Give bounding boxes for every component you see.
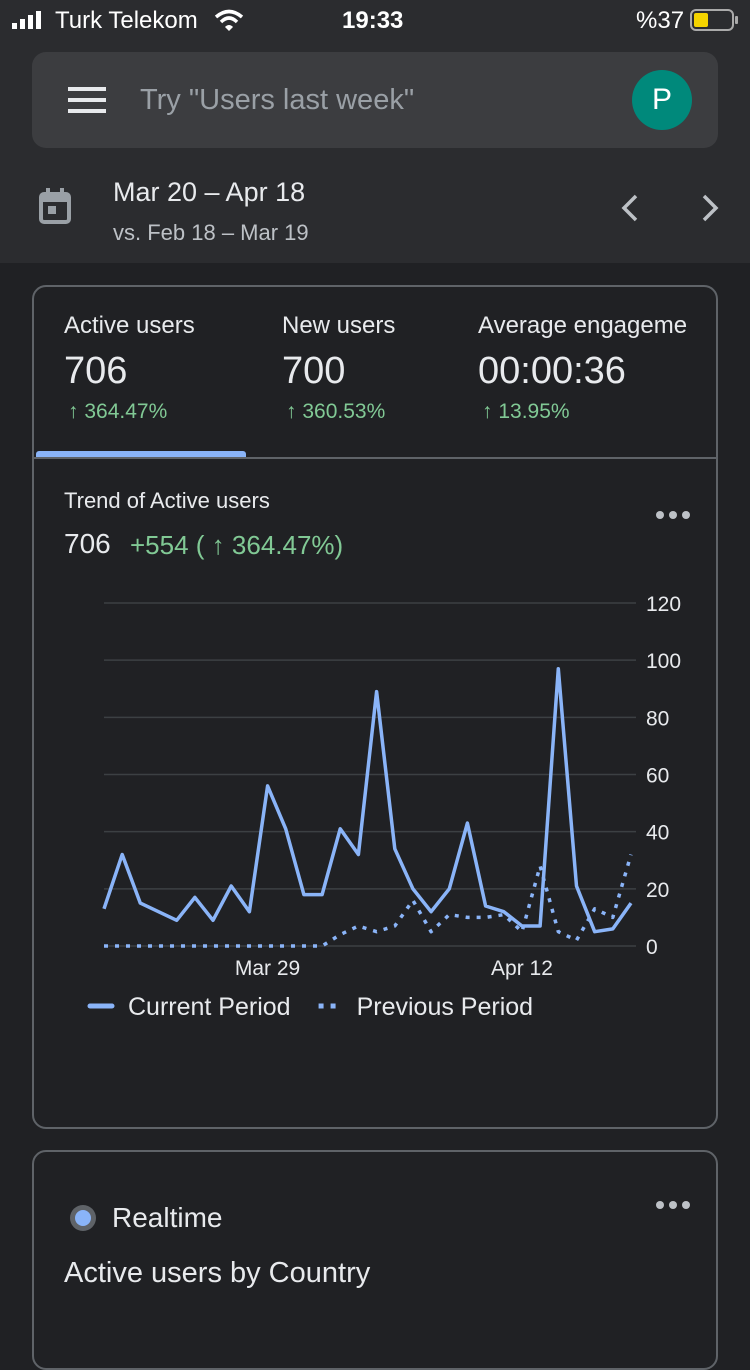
metric-label: New users xyxy=(282,312,396,339)
search-placeholder[interactable]: Try "Users last week" xyxy=(140,84,415,116)
wifi-icon xyxy=(214,9,244,31)
date-range[interactable]: Mar 20 – Apr 18 xyxy=(113,177,306,207)
metrics-card xyxy=(32,285,718,1129)
metric-change: ↑ 360.53% xyxy=(286,400,386,423)
avatar[interactable]: P xyxy=(632,70,692,130)
metric-label: Average engageme xyxy=(478,312,688,339)
x-tick-label: Apr 12 xyxy=(491,957,553,980)
realtime-label: Realtime xyxy=(112,1202,223,1233)
y-tick-label: 0 xyxy=(646,936,658,959)
menu-icon[interactable] xyxy=(68,87,108,115)
y-tick-label: 100 xyxy=(646,650,681,673)
trend-chart: 0 20 40 60 80 100 120 Mar 29 Apr 12 Current Perio… xyxy=(87,593,681,1021)
more-menu[interactable] xyxy=(654,1198,694,1212)
trend-title: Trend of Active users xyxy=(64,488,270,513)
tab-divider xyxy=(34,457,716,459)
realtime-title: Active users by Country xyxy=(64,1257,371,1289)
more-menu[interactable] xyxy=(654,508,694,522)
search-bar[interactable] xyxy=(32,52,718,148)
calendar-icon[interactable] xyxy=(38,188,74,226)
date-compare: vs. Feb 18 – Mar 19 xyxy=(113,220,309,245)
battery-icon xyxy=(690,9,738,31)
y-tick-label: 120 xyxy=(646,593,681,616)
metric-value: 00:00:36 xyxy=(478,350,626,392)
trend-delta: +554 ( ↑ 364.47%) xyxy=(130,530,344,560)
realtime-dot xyxy=(70,1205,96,1231)
legend-label: Previous Period xyxy=(357,993,533,1021)
signal-icon xyxy=(12,11,41,29)
y-tick-label: 20 xyxy=(646,879,669,902)
series-line xyxy=(102,666,633,934)
x-tick-label: Mar 29 xyxy=(235,957,300,980)
tab-indicator xyxy=(36,451,246,457)
metric-value: 706 xyxy=(64,350,128,392)
metric-label: Active users xyxy=(64,312,195,339)
date-nav[interactable] xyxy=(618,192,728,224)
carrier: Turk Telekom xyxy=(55,7,198,34)
battery-text: %37 xyxy=(636,7,685,34)
metric-change: ↑ 364.47% xyxy=(68,400,168,423)
metric-change: ↑ 13.95% xyxy=(482,400,570,423)
trend-total: 706 xyxy=(64,528,111,559)
clock: 19:33 xyxy=(342,7,404,34)
series-line xyxy=(104,854,633,948)
metric-value: 700 xyxy=(282,350,346,392)
y-tick-label: 40 xyxy=(646,822,669,845)
legend-label: Current Period xyxy=(128,993,291,1021)
y-tick-label: 80 xyxy=(646,707,669,730)
y-tick-label: 60 xyxy=(646,765,669,788)
